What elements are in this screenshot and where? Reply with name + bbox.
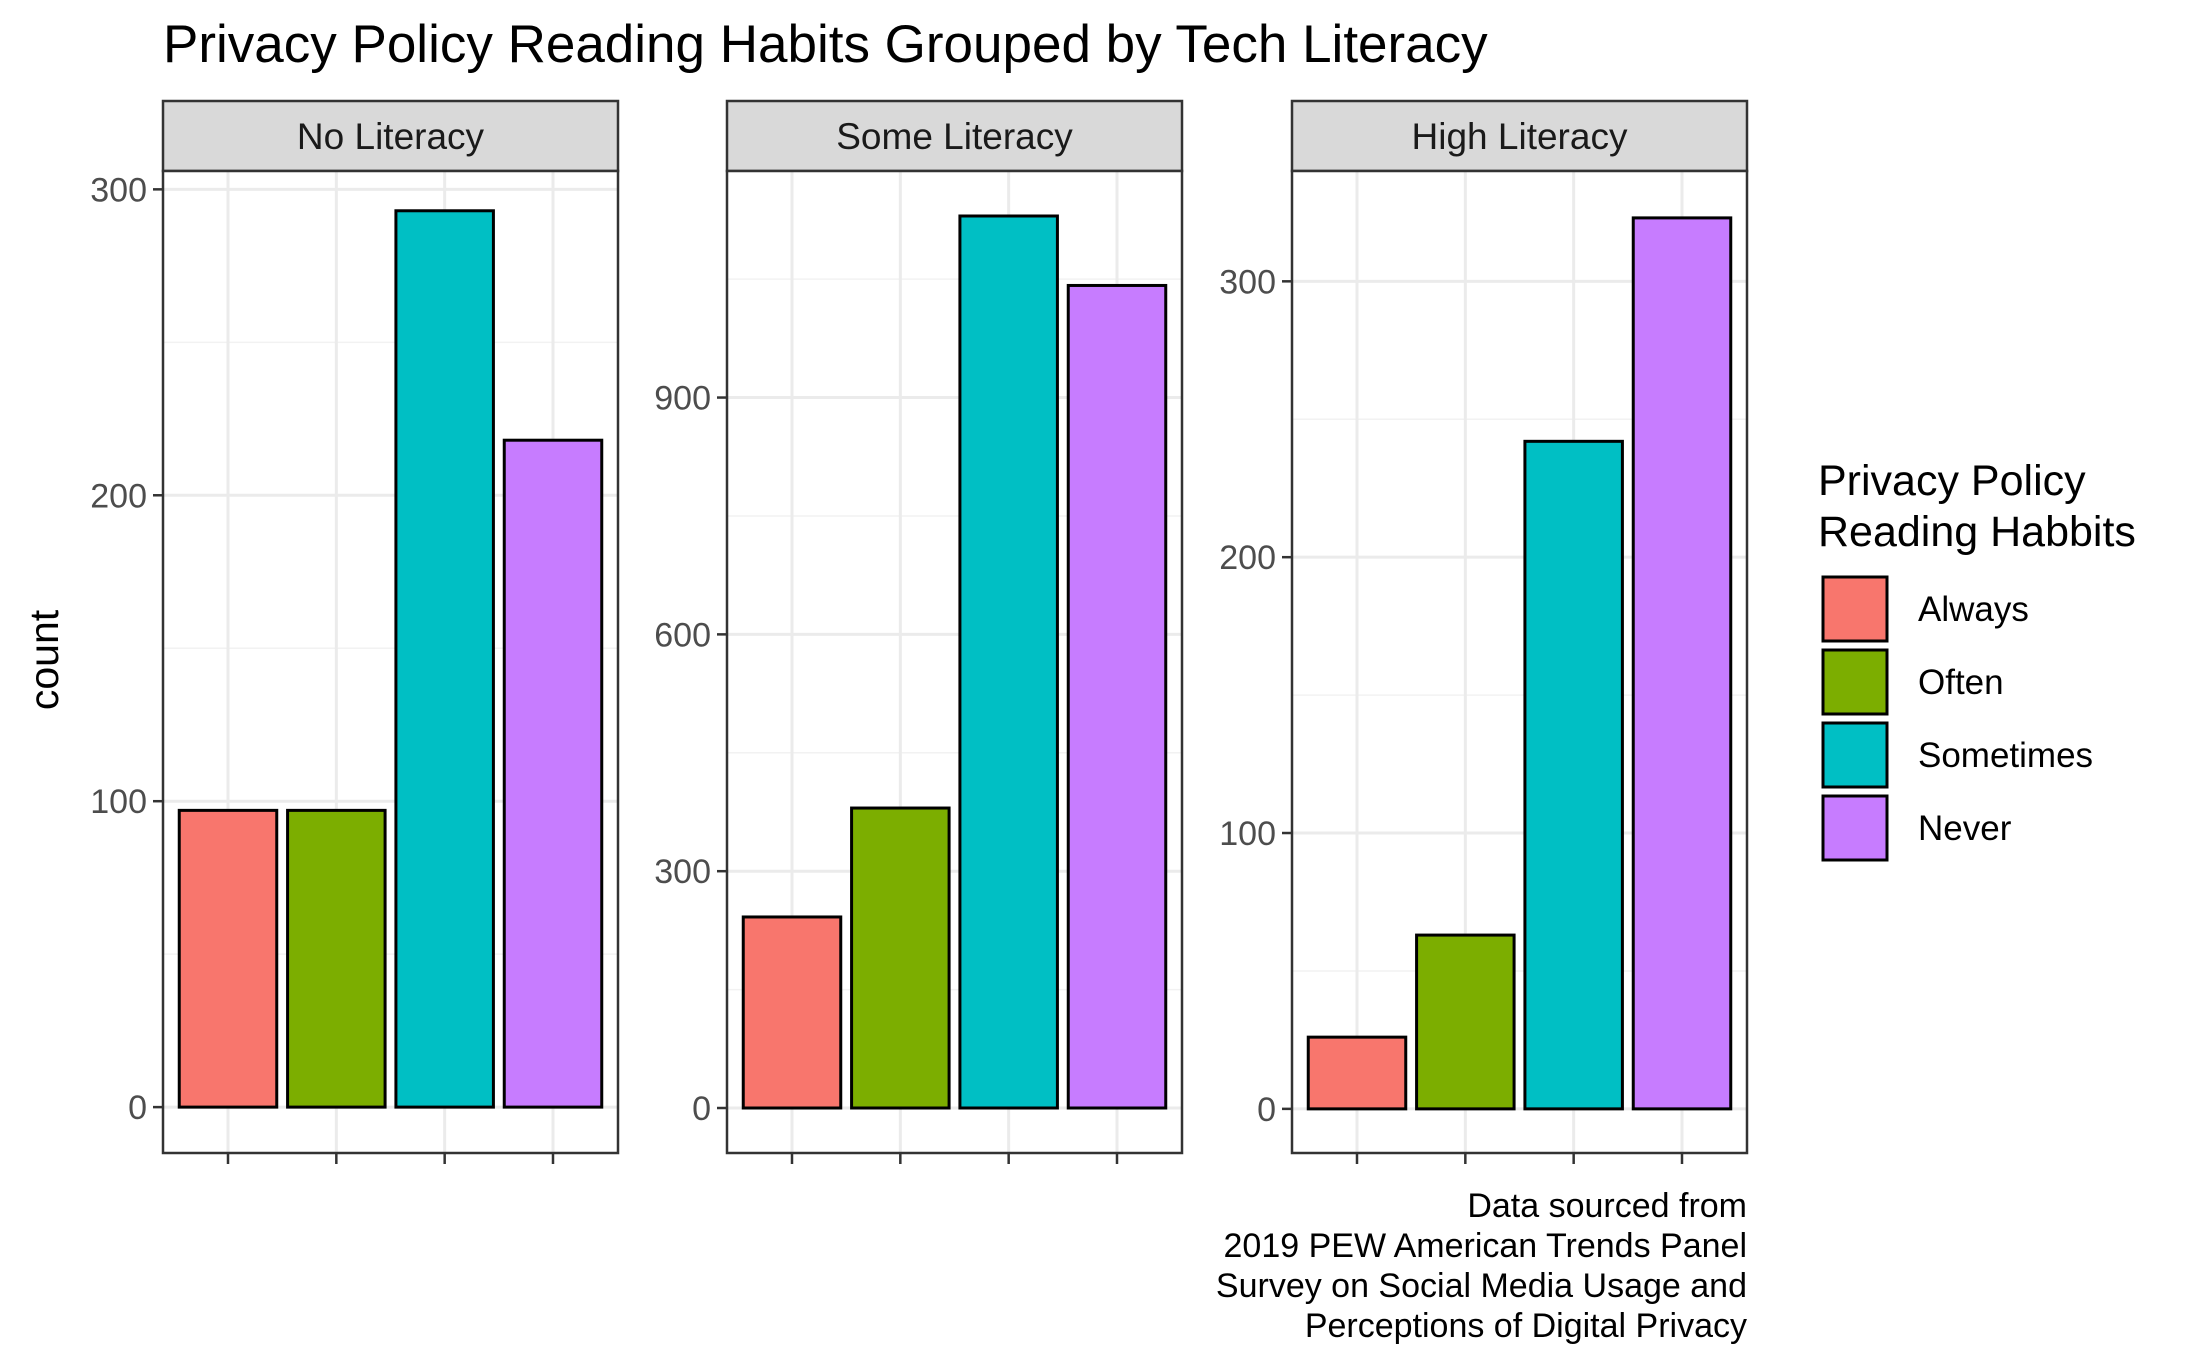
bar-never (502, 438, 604, 1109)
panel-border (1290, 169, 1749, 1155)
legend-key-never (1821, 794, 1889, 862)
legend-label: Always (1918, 590, 2029, 629)
y-tick-label: 200 (1219, 539, 1276, 577)
bar-often (850, 806, 951, 1110)
bar-never (1066, 283, 1168, 1110)
y-tick-label: 200 (90, 477, 147, 515)
panel-border (161, 169, 620, 1155)
y-tick-label: 0 (128, 1089, 147, 1127)
legend-key-always (1821, 575, 1889, 643)
y-tick-label: 300 (654, 853, 711, 891)
bar-never (1631, 216, 1733, 1111)
caption: Data sourced from 2019 PEW American Trend… (1216, 1187, 1747, 1345)
facet-panel-1: Some Literacy 0 300 600 900 (654, 99, 1184, 1164)
facet-panel-2: High Literacy 0 100 200 300 (1219, 99, 1749, 1164)
legend-label: Often (1918, 663, 2004, 702)
bar-always (741, 915, 843, 1110)
facet-panels: No Literacy 0 100 200 300 Some Literacy 0 300 60… (90, 99, 1749, 1164)
bar-often (1415, 933, 1516, 1111)
panel-border (725, 169, 1184, 1155)
y-tick-label: 300 (1219, 263, 1276, 301)
bar-sometimes (1523, 439, 1624, 1111)
facet-strip (725, 99, 1184, 173)
bar-always (177, 808, 279, 1109)
bar-always (1306, 1035, 1408, 1111)
facet-strip (161, 99, 620, 173)
chart-title: Privacy Policy Reading Habits Grouped by… (163, 15, 1488, 74)
legend-label: Never (1918, 809, 2012, 848)
bar-sometimes (958, 214, 1059, 1110)
facet-strip-label: No Literacy (297, 116, 485, 157)
facet-strip (1290, 99, 1749, 173)
legend-key-often (1821, 648, 1889, 716)
y-tick-label: 0 (1257, 1091, 1276, 1129)
y-tick-label: 600 (654, 616, 711, 654)
caption-line: Data sourced from (1467, 1187, 1747, 1225)
y-tick-label: 100 (90, 783, 147, 821)
caption-line: Perceptions of Digital Privacy (1305, 1307, 1747, 1345)
facet-panel-0: No Literacy 0 100 200 300 (90, 99, 620, 1164)
y-tick-label: 0 (692, 1090, 711, 1128)
bar-often (286, 808, 387, 1109)
caption-line: Survey on Social Media Usage and (1216, 1267, 1747, 1305)
bar-sometimes (394, 209, 495, 1109)
legend-key-sometimes (1821, 721, 1889, 789)
y-tick-label: 300 (90, 171, 147, 209)
y-tick-label: 100 (1219, 815, 1276, 853)
facet-strip-label: High Literacy (1412, 116, 1628, 157)
y-tick-label: 900 (654, 380, 711, 418)
legend-title: Privacy Policy (1818, 457, 2086, 505)
facet-strip-label: Some Literacy (836, 116, 1073, 157)
legend-title: Reading Habbits (1818, 508, 2136, 556)
y-axis-title: count (21, 609, 67, 710)
legend-label: Sometimes (1918, 736, 2093, 775)
caption-line: 2019 PEW American Trends Panel (1224, 1227, 1748, 1265)
